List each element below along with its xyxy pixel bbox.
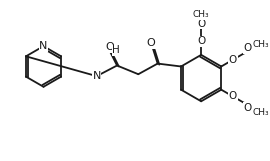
Text: O: O (244, 43, 252, 53)
Text: N: N (93, 71, 101, 81)
Text: CH₃: CH₃ (193, 10, 210, 19)
Text: CH₃: CH₃ (252, 108, 269, 117)
Text: O: O (147, 38, 155, 48)
Text: O: O (106, 42, 115, 52)
Text: O: O (229, 55, 237, 65)
Text: CH₃: CH₃ (252, 40, 269, 49)
Text: O: O (197, 19, 205, 29)
Text: H: H (112, 45, 120, 55)
Text: O: O (197, 36, 205, 46)
Text: O: O (244, 103, 252, 113)
Text: N: N (39, 41, 48, 51)
Text: O: O (229, 91, 237, 101)
